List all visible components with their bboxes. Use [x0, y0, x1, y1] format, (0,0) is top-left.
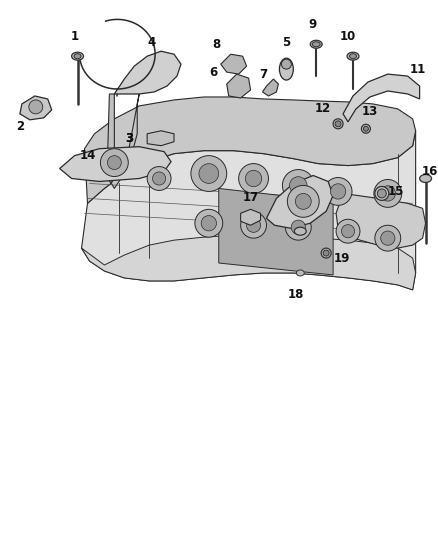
Polygon shape	[81, 131, 416, 290]
Circle shape	[374, 180, 402, 207]
Ellipse shape	[420, 174, 431, 182]
Ellipse shape	[297, 270, 304, 276]
Circle shape	[195, 209, 223, 237]
Text: 10: 10	[340, 30, 356, 43]
Ellipse shape	[350, 54, 357, 59]
Circle shape	[381, 231, 395, 245]
Circle shape	[330, 184, 346, 199]
Text: 6: 6	[210, 66, 218, 78]
Text: 4: 4	[147, 36, 155, 49]
Text: 8: 8	[212, 38, 221, 51]
Polygon shape	[219, 189, 333, 275]
Circle shape	[201, 215, 216, 231]
Ellipse shape	[74, 54, 81, 59]
Circle shape	[324, 177, 352, 205]
Ellipse shape	[294, 227, 306, 235]
Ellipse shape	[347, 52, 359, 60]
Polygon shape	[221, 54, 247, 74]
Circle shape	[295, 193, 311, 209]
Text: 15: 15	[388, 185, 404, 198]
Ellipse shape	[323, 250, 329, 256]
Circle shape	[152, 172, 166, 185]
Text: 3: 3	[125, 132, 133, 145]
Ellipse shape	[71, 52, 84, 60]
Text: 9: 9	[308, 18, 316, 31]
Circle shape	[245, 171, 262, 187]
Circle shape	[147, 167, 171, 190]
Polygon shape	[20, 96, 52, 120]
Circle shape	[375, 225, 401, 251]
Circle shape	[342, 224, 355, 238]
Circle shape	[239, 164, 268, 193]
Text: 17: 17	[243, 191, 259, 204]
Circle shape	[286, 214, 311, 240]
Text: 2: 2	[16, 120, 24, 133]
Text: 3: 3	[125, 132, 133, 145]
Circle shape	[247, 218, 261, 232]
Polygon shape	[60, 147, 171, 181]
Circle shape	[290, 177, 307, 194]
Polygon shape	[114, 51, 181, 94]
Circle shape	[291, 220, 305, 235]
Circle shape	[191, 156, 227, 191]
Circle shape	[283, 169, 314, 201]
Ellipse shape	[364, 126, 368, 131]
Ellipse shape	[378, 189, 386, 198]
Ellipse shape	[361, 124, 371, 133]
Circle shape	[336, 219, 360, 243]
Text: 12: 12	[315, 102, 331, 116]
Polygon shape	[336, 193, 426, 248]
Polygon shape	[81, 235, 416, 290]
Ellipse shape	[279, 58, 293, 80]
Circle shape	[29, 100, 43, 114]
Text: 7: 7	[259, 68, 268, 80]
Text: 11: 11	[410, 62, 426, 76]
Polygon shape	[147, 131, 174, 146]
Polygon shape	[240, 209, 261, 225]
Circle shape	[287, 185, 319, 217]
Circle shape	[380, 186, 396, 201]
Circle shape	[199, 164, 219, 183]
Ellipse shape	[335, 121, 341, 127]
Ellipse shape	[312, 42, 320, 47]
Ellipse shape	[375, 187, 389, 200]
Text: 1: 1	[71, 30, 79, 43]
Circle shape	[100, 149, 128, 176]
Text: 13: 13	[362, 106, 378, 118]
Text: 14: 14	[79, 149, 95, 162]
Polygon shape	[227, 74, 251, 98]
Polygon shape	[343, 74, 420, 122]
Polygon shape	[266, 175, 333, 228]
Text: 18: 18	[288, 288, 304, 301]
Circle shape	[107, 156, 121, 169]
Ellipse shape	[321, 248, 331, 258]
Ellipse shape	[333, 119, 343, 129]
Polygon shape	[107, 94, 114, 183]
Circle shape	[240, 212, 266, 238]
Text: 16: 16	[421, 165, 438, 178]
Text: 19: 19	[334, 252, 350, 264]
Polygon shape	[262, 79, 279, 96]
Ellipse shape	[281, 59, 291, 69]
Ellipse shape	[310, 41, 322, 49]
Polygon shape	[111, 94, 139, 189]
Polygon shape	[85, 97, 416, 204]
Text: 5: 5	[282, 36, 290, 49]
